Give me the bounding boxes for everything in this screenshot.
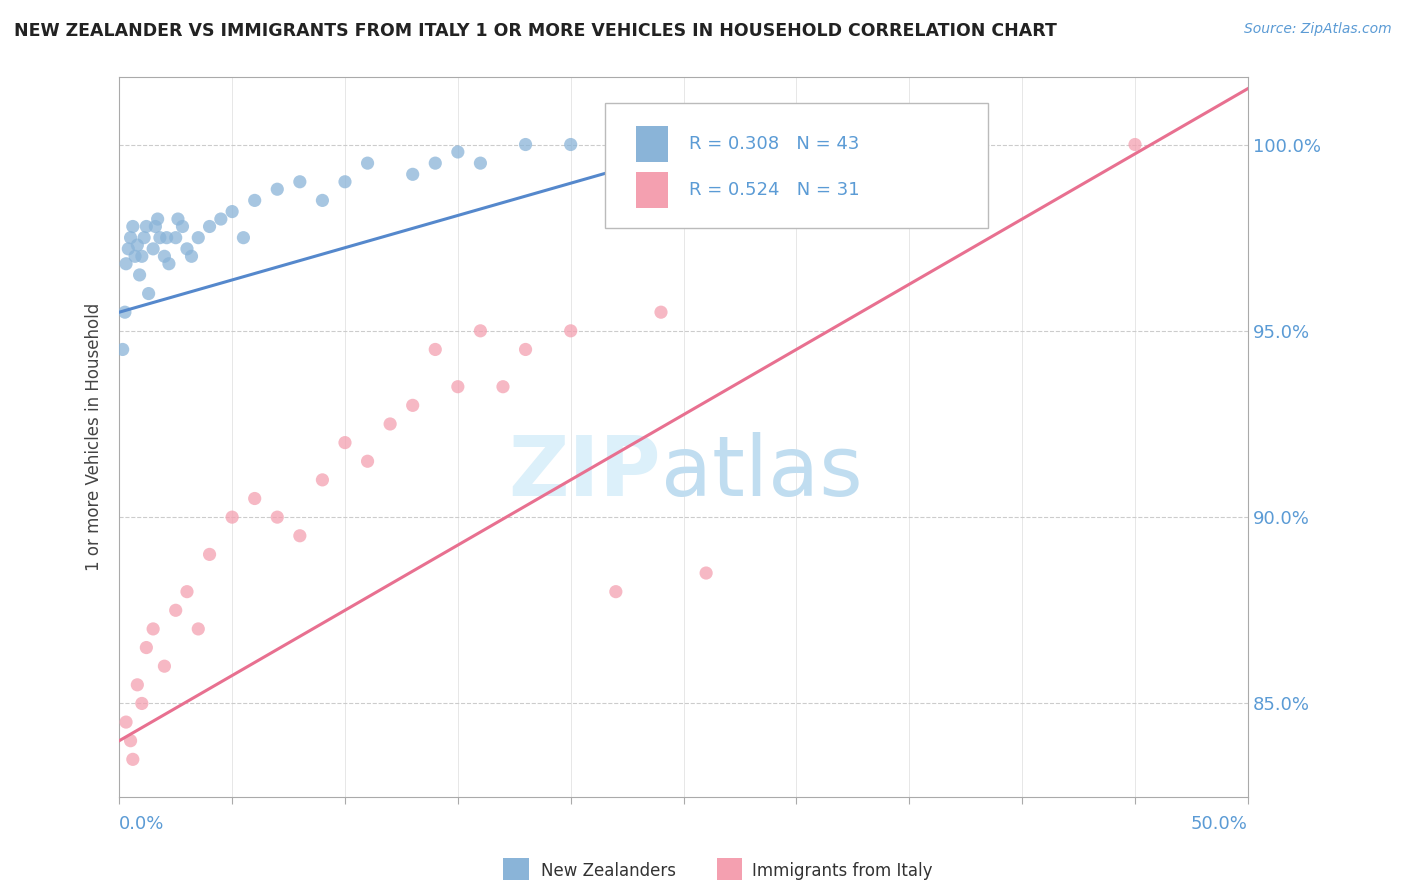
Text: ZIP: ZIP	[509, 433, 661, 514]
Point	[176, 242, 198, 256]
Point	[425, 343, 447, 357]
Text: Source: ZipAtlas.com: Source: ZipAtlas.com	[1244, 22, 1392, 37]
Text: Immigrants from Italy: Immigrants from Italy	[752, 862, 932, 880]
Point	[209, 212, 232, 227]
Point	[560, 137, 582, 152]
Point	[180, 249, 202, 263]
Point	[221, 204, 243, 219]
Point	[167, 212, 190, 227]
Point	[243, 194, 266, 208]
Point	[156, 230, 179, 244]
FancyBboxPatch shape	[605, 103, 988, 228]
Point	[132, 230, 155, 244]
Point	[165, 603, 187, 617]
Point	[492, 380, 515, 394]
Point	[115, 715, 138, 730]
Point	[135, 640, 157, 655]
Point	[311, 194, 333, 208]
Point	[356, 454, 378, 468]
Point	[470, 324, 492, 338]
Text: New Zealanders: New Zealanders	[541, 862, 676, 880]
Point	[153, 659, 176, 673]
Point	[425, 156, 447, 170]
Point	[135, 219, 157, 234]
Point	[650, 305, 672, 319]
Point	[121, 752, 143, 766]
Point	[266, 182, 288, 196]
Point	[333, 435, 356, 450]
Text: atlas: atlas	[661, 433, 863, 514]
Point	[153, 249, 176, 263]
Point	[114, 305, 136, 319]
Text: NEW ZEALANDER VS IMMIGRANTS FROM ITALY 1 OR MORE VEHICLES IN HOUSEHOLD CORRELATI: NEW ZEALANDER VS IMMIGRANTS FROM ITALY 1…	[14, 22, 1057, 40]
Point	[128, 268, 150, 282]
Point	[146, 212, 169, 227]
Point	[221, 510, 243, 524]
Point	[138, 286, 160, 301]
Point	[120, 230, 142, 244]
Point	[165, 230, 187, 244]
Point	[131, 249, 153, 263]
Point	[447, 380, 470, 394]
Point	[378, 417, 401, 431]
Point	[515, 343, 537, 357]
Text: R = 0.308   N = 43: R = 0.308 N = 43	[689, 136, 859, 153]
Point	[145, 219, 167, 234]
Point	[402, 167, 425, 181]
Point	[121, 219, 143, 234]
Point	[120, 733, 142, 747]
Point	[198, 219, 221, 234]
Point	[402, 398, 425, 412]
Point	[176, 584, 198, 599]
Point	[288, 175, 311, 189]
Point	[187, 230, 209, 244]
Point	[111, 343, 134, 357]
FancyBboxPatch shape	[636, 172, 668, 209]
Point	[124, 249, 146, 263]
Point	[515, 137, 537, 152]
Point	[695, 566, 717, 580]
Point	[172, 219, 194, 234]
Point	[187, 622, 209, 636]
Point	[288, 529, 311, 543]
Point	[560, 324, 582, 338]
Point	[333, 175, 356, 189]
Point	[605, 584, 627, 599]
Point	[142, 242, 165, 256]
Point	[1123, 137, 1146, 152]
Text: 0.0%: 0.0%	[120, 815, 165, 833]
Point	[356, 156, 378, 170]
Point	[149, 230, 172, 244]
Point	[131, 697, 153, 711]
Point	[157, 257, 180, 271]
FancyBboxPatch shape	[636, 127, 668, 162]
Point	[127, 238, 149, 252]
Point	[232, 230, 254, 244]
Point	[311, 473, 333, 487]
Point	[470, 156, 492, 170]
Point	[142, 622, 165, 636]
Text: 50.0%: 50.0%	[1191, 815, 1249, 833]
Point	[672, 137, 695, 152]
Point	[115, 257, 138, 271]
Y-axis label: 1 or more Vehicles in Household: 1 or more Vehicles in Household	[86, 303, 103, 571]
Point	[117, 242, 139, 256]
Text: R = 0.524   N = 31: R = 0.524 N = 31	[689, 181, 860, 199]
Point	[127, 678, 149, 692]
Point	[266, 510, 288, 524]
Point	[447, 145, 470, 159]
Point	[243, 491, 266, 506]
Point	[198, 548, 221, 562]
